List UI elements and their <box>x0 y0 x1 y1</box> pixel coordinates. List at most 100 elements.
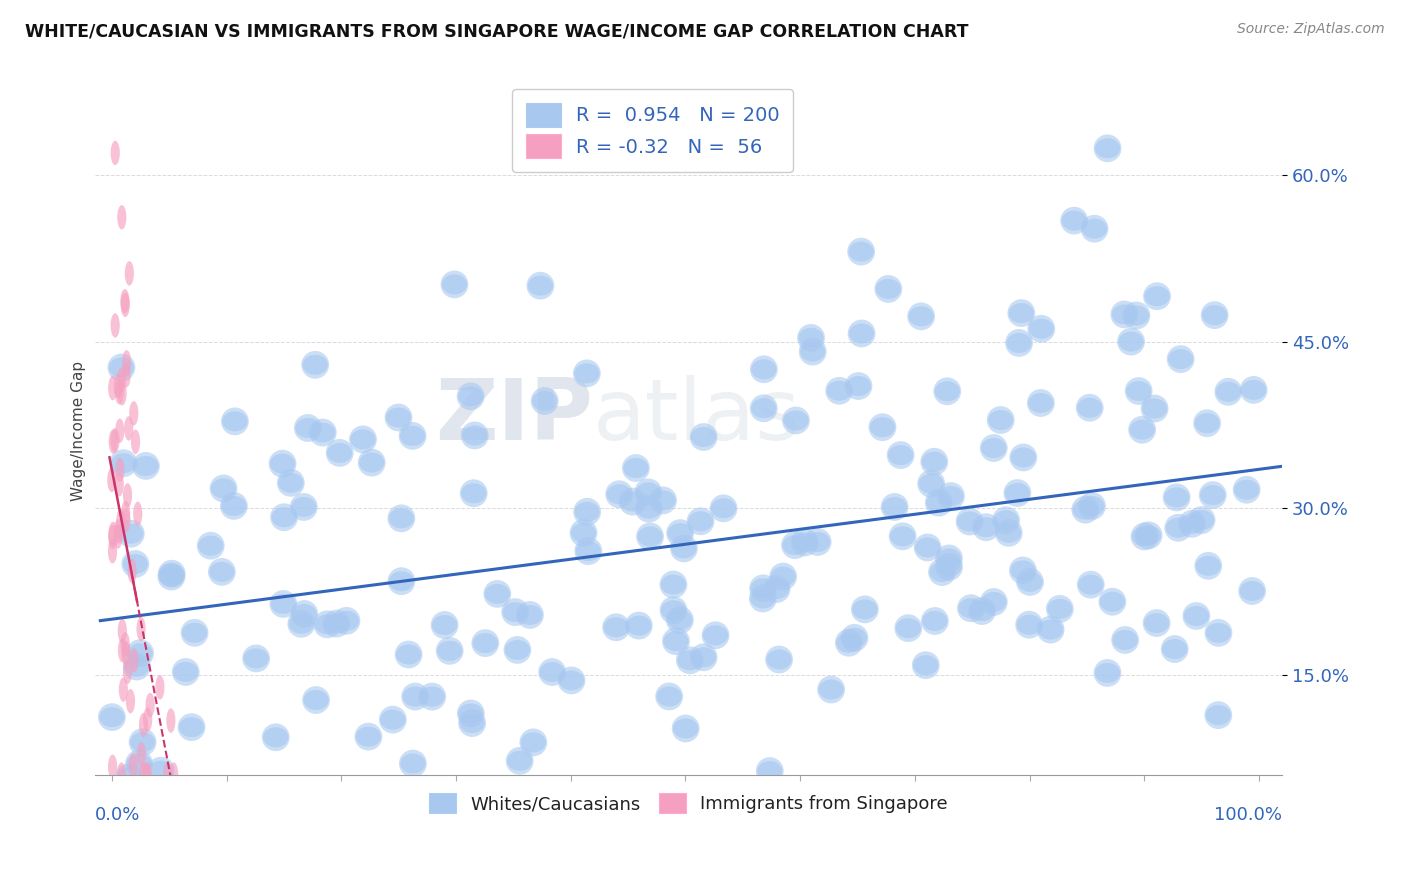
Point <box>1081 499 1104 513</box>
Point <box>807 535 830 549</box>
Point <box>959 515 981 529</box>
Point <box>713 501 735 516</box>
Point <box>983 441 1005 455</box>
Point <box>928 495 950 509</box>
Point <box>679 653 702 667</box>
Point <box>211 565 233 579</box>
Point <box>304 358 326 372</box>
Point <box>1080 577 1102 591</box>
Point <box>627 618 650 632</box>
Point <box>910 310 932 324</box>
Point <box>772 569 794 583</box>
Point <box>800 331 823 345</box>
Point <box>765 582 787 596</box>
Point <box>637 501 659 516</box>
Point <box>844 631 866 645</box>
Point <box>404 690 426 704</box>
Point <box>1218 384 1240 399</box>
Point <box>793 535 815 549</box>
Point <box>352 433 374 447</box>
Point <box>853 602 876 616</box>
Point <box>533 394 555 409</box>
Point <box>391 574 413 589</box>
Point <box>292 500 315 514</box>
Point <box>1083 221 1105 235</box>
Point <box>212 482 235 496</box>
Point <box>1114 307 1136 321</box>
Point <box>672 541 695 556</box>
Point <box>131 735 153 749</box>
Point <box>652 493 675 508</box>
Point <box>486 587 509 601</box>
Point <box>938 551 960 566</box>
Point <box>851 326 873 341</box>
Point <box>1019 574 1042 589</box>
Point <box>401 429 423 443</box>
Point <box>785 413 807 427</box>
Point <box>1197 416 1219 430</box>
Point <box>433 618 456 632</box>
Point <box>222 499 245 513</box>
Point <box>1063 213 1085 227</box>
Point <box>675 722 697 736</box>
Point <box>1163 642 1185 657</box>
Point <box>1133 529 1156 543</box>
Point <box>402 756 425 771</box>
Point <box>101 710 124 724</box>
Point <box>1031 322 1053 336</box>
Point <box>273 597 295 611</box>
Point <box>381 713 404 727</box>
Point <box>360 805 382 820</box>
Point <box>970 604 993 618</box>
Point <box>560 673 582 688</box>
Point <box>924 455 946 469</box>
Point <box>112 456 135 470</box>
Point <box>312 425 335 440</box>
Point <box>1125 309 1147 323</box>
Legend: Whites/Caucasians, Immigrants from Singapore: Whites/Caucasians, Immigrants from Singa… <box>422 786 955 821</box>
Point <box>572 525 595 540</box>
Point <box>920 476 942 491</box>
Point <box>924 614 946 628</box>
Point <box>1097 665 1119 680</box>
Text: Source: ZipAtlas.com: Source: ZipAtlas.com <box>1237 22 1385 37</box>
Point <box>461 716 484 731</box>
Point <box>280 475 302 490</box>
Point <box>692 650 714 665</box>
Point <box>389 511 412 525</box>
Point <box>357 730 380 744</box>
Point <box>529 278 551 293</box>
Point <box>576 544 599 558</box>
Point <box>464 428 486 442</box>
Point <box>316 617 339 632</box>
Point <box>783 538 806 552</box>
Point <box>1012 450 1035 465</box>
Point <box>1197 558 1219 573</box>
Point <box>891 529 914 543</box>
Text: 100.0%: 100.0% <box>1213 805 1282 823</box>
Point <box>443 277 465 292</box>
Point <box>325 616 347 631</box>
Point <box>936 384 959 399</box>
Point <box>605 620 627 634</box>
Point <box>960 601 983 615</box>
Point <box>897 621 920 635</box>
Point <box>110 360 132 375</box>
Point <box>125 659 148 673</box>
Point <box>1170 352 1192 367</box>
Point <box>1101 595 1123 609</box>
Point <box>974 520 997 534</box>
Point <box>329 446 352 460</box>
Point <box>1241 584 1264 599</box>
Point <box>1208 625 1230 640</box>
Point <box>1208 708 1230 723</box>
Point <box>710 877 733 891</box>
Point <box>1146 615 1168 630</box>
Point <box>128 756 150 771</box>
Point <box>1128 384 1150 398</box>
Point <box>305 693 328 707</box>
Point <box>768 652 790 666</box>
Point <box>917 541 939 555</box>
Point <box>160 569 183 583</box>
Point <box>1078 401 1101 415</box>
